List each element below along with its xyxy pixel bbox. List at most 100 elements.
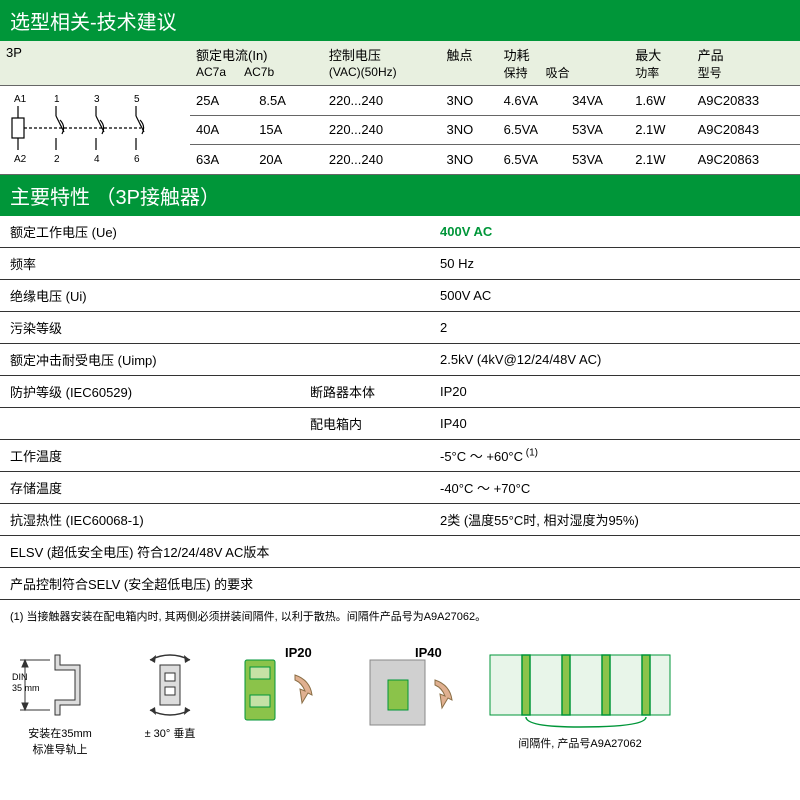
cell: 40A — [190, 115, 253, 145]
spec-row: 绝缘电压 (Ui) 500V AC — [0, 280, 800, 312]
svg-text:1: 1 — [54, 94, 60, 105]
circuit-diagram: A1 1 3 5 A2 2 4 6 — [0, 86, 190, 175]
ill-rotation: ± 30° 垂直 — [130, 645, 210, 741]
spec-value: 2.5kV (4kV@12/24/48V AC) — [430, 344, 800, 376]
svg-text:5: 5 — [134, 94, 140, 105]
cell: 3NO — [440, 145, 497, 175]
spec-sublabel: 断路器本体 — [300, 376, 430, 408]
cell: 2.1W — [629, 115, 691, 145]
cell: 34VA — [566, 86, 629, 116]
spec-sublabel — [300, 280, 430, 312]
caption-2: ± 30° 垂直 — [130, 725, 210, 741]
spec-row: 防护等级 (IEC60529)断路器本体IP20 — [0, 376, 800, 408]
col-max: 最大 — [635, 48, 661, 63]
col-model: 产品 — [698, 48, 724, 63]
cell: 6.5VA — [498, 145, 566, 175]
cell: A9C20863 — [692, 145, 800, 175]
spec-sublabel — [300, 344, 430, 376]
spec-row: 工作温度 -5°C ～ +60°C (1) — [0, 440, 800, 472]
caption-5: 间隔件, 产品号A9A27062 — [480, 735, 680, 751]
spec-sublabel: 配电箱内 — [300, 408, 430, 440]
spec-value: 50 Hz — [430, 248, 800, 280]
ip20-label: IP20 — [285, 645, 312, 660]
spec-label: 存储温度 — [0, 472, 300, 504]
col-current: 额定电流(In) — [196, 48, 268, 63]
svg-text:A1: A1 — [14, 94, 27, 105]
spec-value: IP20 — [430, 376, 800, 408]
spec-value: -5°C ～ +60°C (1) — [430, 440, 800, 472]
footnote: (1) 当接触器安装在配电箱内时, 其两侧必须拼装间隔件, 以利于散热。间隔件产… — [0, 600, 800, 635]
spec-sublabel — [300, 504, 430, 536]
ip20-icon: IP20 — [230, 645, 340, 735]
cell: 220...240 — [323, 115, 441, 145]
col-contact: 触点 — [446, 48, 472, 63]
sub-vac: (VAC)(50Hz) — [329, 65, 397, 79]
spec-label: 工作温度 — [0, 440, 300, 472]
spec-label: 额定工作电压 (Ue) — [0, 216, 300, 248]
cell: 53VA — [566, 115, 629, 145]
cell: 63A — [190, 145, 253, 175]
spec-value: 2类 (温度55°C时, 相对湿度为95%) — [430, 504, 800, 536]
spec-row: 额定冲击耐受电压 (Uimp) 2.5kV (4kV@12/24/48V AC) — [0, 344, 800, 376]
specs-table: 额定工作电压 (Ue)400V AC频率 50 Hz 绝缘电压 (Ui) 500V A… — [0, 216, 800, 600]
cell: 6.5VA — [498, 115, 566, 145]
sub-pull: 吸合 — [546, 66, 570, 80]
cell: 220...240 — [323, 145, 441, 175]
spec-value: 500V AC — [430, 280, 800, 312]
svg-text:35 mm: 35 mm — [12, 683, 40, 693]
col-voltage: 控制电压 — [329, 48, 381, 63]
rotation-icon — [130, 645, 210, 725]
sub-maxp: 功率 — [635, 66, 659, 80]
ip40-icon: IP40 — [360, 645, 460, 735]
spec-row: 额定工作电压 (Ue)400V AC — [0, 216, 800, 248]
spec-label: 额定冲击耐受电压 (Uimp) — [0, 344, 300, 376]
spec-row: 抗湿热性 (IEC60068-1) 2类 (温度55°C时, 相对湿度为95%) — [0, 504, 800, 536]
din-label: DIN — [12, 672, 28, 682]
caption-1: 安装在35mm 标准导轨上 — [10, 725, 110, 757]
cell: 15A — [253, 115, 323, 145]
spec-label: 污染等级 — [0, 312, 300, 344]
col-3p: 3P — [6, 45, 22, 60]
table-row: A1 1 3 5 A2 2 4 6 25A8.5A220...2403NO4.6… — [0, 86, 800, 116]
section-header-2: 主要特性 （3P接触器） — [0, 175, 800, 216]
spec-sublabel — [300, 248, 430, 280]
cell: 2.1W — [629, 145, 691, 175]
sub-hold: 保持 — [504, 66, 528, 80]
sub-model: 型号 — [698, 66, 722, 80]
spec-label: 防护等级 (IEC60529) — [0, 376, 300, 408]
din-rail-icon: DIN 35 mm — [10, 645, 110, 725]
spec-row: 配电箱内IP40 — [0, 408, 800, 440]
col-power: 功耗 — [504, 48, 530, 63]
ill-spacer: 间隔件, 产品号A9A27062 — [480, 645, 680, 751]
spec-sublabel — [300, 440, 430, 472]
spec-sublabel — [300, 472, 430, 504]
cell: 20A — [253, 145, 323, 175]
ill-ip20: IP20 — [230, 645, 340, 735]
cell: A9C20833 — [692, 86, 800, 116]
spec-sublabel — [300, 216, 430, 248]
spec-value: -40°C ～ +70°C — [430, 472, 800, 504]
svg-text:3: 3 — [94, 94, 100, 105]
spec-sublabel — [300, 312, 430, 344]
sub-ac7a: AC7a — [196, 65, 226, 79]
spec-value: IP40 — [430, 408, 800, 440]
spec-label: 抗湿热性 (IEC60068-1) — [0, 504, 300, 536]
cell: A9C20843 — [692, 115, 800, 145]
svg-text:6: 6 — [134, 154, 140, 165]
cell: 4.6VA — [498, 86, 566, 116]
cell: 25A — [190, 86, 253, 116]
selection-table: 3P 额定电流(In) AC7a AC7b 控制电压(VAC)(50Hz) 触点… — [0, 41, 800, 175]
section-header-1: 选型相关-技术建议 — [0, 0, 800, 41]
spec-label: 频率 — [0, 248, 300, 280]
ip40-label: IP40 — [415, 645, 442, 660]
spec-value: 2 — [430, 312, 800, 344]
cell: 53VA — [566, 145, 629, 175]
svg-text:A2: A2 — [14, 154, 27, 165]
svg-text:4: 4 — [94, 154, 100, 165]
spec-full: ELSV (超低安全电压) 符合12/24/48V AC版本 — [0, 536, 800, 568]
svg-text:2: 2 — [54, 154, 60, 165]
spec-row: 存储温度 -40°C ～ +70°C — [0, 472, 800, 504]
spec-label: 绝缘电压 (Ui) — [0, 280, 300, 312]
ill-ip40: IP40 — [360, 645, 460, 735]
ill-din-rail: DIN 35 mm 安装在35mm 标准导轨上 — [10, 645, 110, 757]
